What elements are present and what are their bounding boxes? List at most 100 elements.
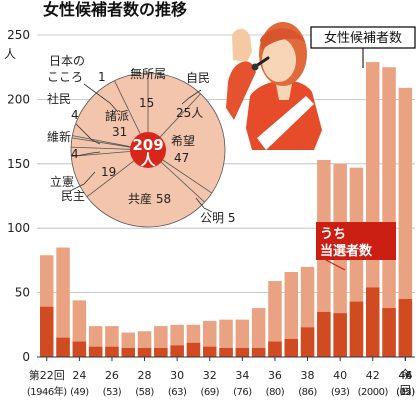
- bar-elected-8: [170, 345, 184, 357]
- legend-elected-line1: うち: [320, 227, 346, 242]
- speaker-sash: [257, 96, 314, 150]
- x-label-current-2: 回: [400, 384, 411, 397]
- x-label-year-10: (2000): [358, 387, 389, 398]
- pie-center: 209 人: [130, 132, 166, 169]
- x-label-year-9: (93): [331, 387, 350, 398]
- x-label-year-4: (63): [168, 387, 187, 398]
- bar-elected-1: [56, 337, 70, 357]
- bar-elected-18: [333, 313, 347, 357]
- x-label-year-5: (69): [200, 387, 219, 398]
- pie-center-circle: [130, 132, 166, 168]
- x-label-session-9: 40: [333, 369, 347, 382]
- bar-candidates-20: [366, 62, 380, 357]
- x-label-year-6: (76): [233, 387, 252, 398]
- pie-slice-label-shoha: 31: [112, 125, 127, 139]
- pie-slice-label-rikken: 19: [101, 165, 116, 179]
- x-label-session-7: 36: [268, 369, 282, 382]
- x-label-session-0: 第22回: [29, 368, 65, 382]
- x-label-year-7: (80): [266, 387, 285, 398]
- pie-labels: 25人 自民 希望 47 公明 5 共産 58 19 立憲 民主 維新 4 社民…: [47, 54, 235, 225]
- pie-outer-label-ishin: 維新: [47, 129, 71, 144]
- x-label-session-11: 44: [398, 369, 412, 382]
- pie-outer-label-rikken-2: 民主: [61, 189, 85, 203]
- x-label-session-4: 30: [170, 369, 184, 382]
- pie-slice-label-jimin: 25人: [176, 106, 203, 120]
- bar-candidates-22: [398, 87, 413, 358]
- pie-outer-label-kokoro-2: こころ: [47, 70, 83, 84]
- bar-elected-16: [300, 327, 315, 357]
- pie-slice-label-kokoro: 1: [98, 70, 106, 84]
- x-label-year-1: (49): [70, 387, 89, 398]
- speaker-illustration: [226, 22, 322, 150]
- bar-candidates-13: [251, 308, 266, 357]
- pie-outer-label-rikken-1: 立憲: [50, 174, 74, 189]
- bar-elected-17: [317, 311, 331, 357]
- pie-slice-label-kyosan: 共産 58: [128, 191, 171, 206]
- bar-candidates-14: [268, 281, 282, 357]
- bar-elected-14: [268, 341, 282, 357]
- legend-candidates-label: 女性候補者数: [324, 30, 402, 46]
- x-label-year-0: (1946年): [27, 385, 67, 398]
- x-label-session-2: 26: [105, 369, 119, 382]
- pie-outer-label-mushozoku: 無所属: [130, 66, 166, 81]
- y-tick-100: 100: [7, 221, 30, 235]
- bar-elected-5: [121, 347, 135, 357]
- x-label-session-12: 46: [398, 369, 412, 382]
- pie-slice-label-mushozoku: 15: [139, 96, 154, 110]
- bar-candidates-15: [284, 271, 298, 357]
- bars-layer: [40, 62, 413, 358]
- speaker-face: [262, 38, 296, 82]
- bar-elected-22: [398, 299, 413, 357]
- y-axis: 0 50 100 150 200 250: [7, 28, 415, 364]
- pie-outer-label-shamin: 社民: [47, 91, 71, 106]
- pie-label-kibo: 希望: [171, 133, 195, 148]
- bar-candidates-21: [382, 67, 396, 357]
- speaker-hand: [232, 28, 252, 62]
- x-label-year-8: (86): [298, 387, 317, 398]
- speaker-arm: [226, 61, 256, 120]
- x-label-current-1: 今: [400, 367, 411, 381]
- y-axis-unit: 人: [4, 47, 16, 61]
- pie-leader-lines: [69, 83, 213, 213]
- x-label-year-3: (58): [135, 387, 154, 398]
- x-label-year-12: (12): [396, 387, 415, 398]
- bar-elected-13: [251, 347, 266, 357]
- bar-candidates-1: [56, 247, 70, 357]
- y-tick-0: 0: [22, 350, 30, 364]
- y-tick-250: 250: [7, 28, 30, 42]
- bar-candidates-11: [219, 319, 233, 357]
- speaker-neck: [276, 84, 292, 100]
- x-label-session-8: 38: [301, 369, 315, 382]
- microphone-icon: [254, 56, 270, 68]
- legend-elected: うち 当選者数: [316, 222, 396, 271]
- bar-candidates-18: [333, 163, 347, 357]
- bar-elected-12: [235, 347, 250, 357]
- bar-elected-7: [154, 347, 168, 357]
- x-label-year-2: (53): [103, 387, 122, 398]
- x-axis: 第22回 (1946年) 24 (49) 26 (53) 28 (58) 30 (63) 32 (69…: [27, 357, 416, 398]
- legend-elected-line2: 当選者数: [320, 243, 373, 259]
- x-label-session-1: 24: [72, 369, 86, 382]
- bar-elected-2: [72, 341, 87, 357]
- bar-elected-15: [284, 338, 298, 357]
- bar-elected-9: [186, 342, 201, 357]
- x-label-session-10: 42: [366, 369, 380, 382]
- bar-elected-4: [105, 346, 119, 357]
- x-label-year-11: (05): [396, 387, 415, 398]
- bar-elected-11: [219, 347, 233, 357]
- bar-elected-3: [88, 346, 103, 357]
- bar-elected-6: [137, 347, 152, 357]
- bar-elected-21: [382, 308, 396, 357]
- x-label-session-3: 28: [138, 369, 152, 382]
- x-label-session-6: 34: [235, 369, 249, 382]
- chart-title: 女性候補者数の推移: [43, 0, 187, 19]
- pie-slice-label-komei: 公明 5: [200, 211, 235, 225]
- x-label-session-5: 32: [203, 369, 217, 382]
- bar-candidates-12: [235, 319, 250, 357]
- y-tick-50: 50: [15, 286, 30, 300]
- pie-center-value: 209: [132, 136, 163, 154]
- pie-slice-label-ishin: 4: [71, 147, 79, 161]
- pie-slice-label-shamin: 4: [71, 108, 79, 122]
- y-tick-150: 150: [7, 157, 30, 171]
